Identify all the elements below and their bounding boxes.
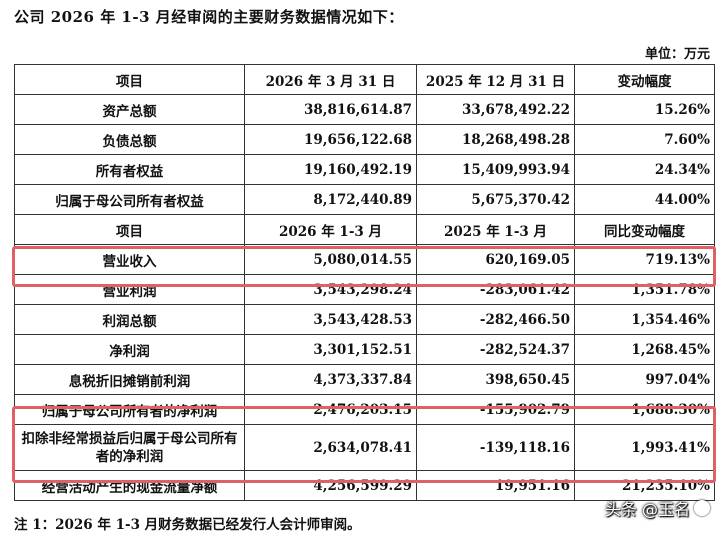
row-label: 资产总额 xyxy=(14,94,245,125)
value-change: 44.00% xyxy=(574,184,715,215)
page-heading: 公司 2026 年 1-3 月经审阅的主要财务数据情况如下： xyxy=(14,8,404,26)
header-change: 变动幅度 xyxy=(574,64,715,95)
value-change: 15.26% xyxy=(574,94,715,125)
table-row: 归属于母公司所有者的净利润 2,476,203.15 -155,902.79 1… xyxy=(14,394,715,425)
value-current: 19,160,492.19 xyxy=(244,154,417,185)
section2-header-row: 项目 2026 年 1-3 月 2025 年 1-3 月 同比变动幅度 xyxy=(14,214,715,245)
row-label: 经营活动产生的现金流量净额 xyxy=(14,470,245,501)
table-row: 息税折旧摊销前利润 4,373,337.84 398,650.45 997.04… xyxy=(14,364,715,395)
value-change: 1,268.45% xyxy=(574,334,715,365)
value-current: 8,172,440.89 xyxy=(244,184,417,215)
header-item: 项目 xyxy=(14,64,245,95)
value-current: 5,080,014.55 xyxy=(244,244,417,275)
value-change: 1,354.46% xyxy=(574,304,715,335)
row-label: 所有者权益 xyxy=(14,154,245,185)
value-prior: 33,678,492.22 xyxy=(416,94,575,125)
row-label: 利润总额 xyxy=(14,304,245,335)
table-row: 所有者权益 19,160,492.19 15,409,993.94 24.34% xyxy=(14,154,715,185)
table-row: 归属于母公司所有者权益 8,172,440.89 5,675,370.42 44… xyxy=(14,184,715,215)
header-period-2026: 2026 年 1-3 月 xyxy=(244,214,417,245)
value-change: 719.13% xyxy=(574,244,715,275)
value-current: 3,543,428.53 xyxy=(244,304,417,335)
value-current: 4,373,337.84 xyxy=(244,364,417,395)
footnote: 注 1：2026 年 1-3 月财务数据已经发行人会计师审阅。 xyxy=(14,517,361,533)
watermark: 头条 @玉名 xyxy=(605,496,710,520)
value-prior: 620,169.05 xyxy=(416,244,575,275)
value-current: 19,656,122.68 xyxy=(244,124,417,155)
table-row: 负债总额 19,656,122.68 18,268,498.28 7.60% xyxy=(14,124,715,155)
value-prior: -282,466.50 xyxy=(416,304,575,335)
table-row: 资产总额 38,816,614.87 33,678,492.22 15.26% xyxy=(14,94,715,125)
header-item: 项目 xyxy=(14,214,245,245)
header-yoy-change: 同比变动幅度 xyxy=(574,214,715,245)
table-row: 净利润 3,301,152.51 -282,524.37 1,268.45% xyxy=(14,334,715,365)
value-current: 3,301,152.51 xyxy=(244,334,417,365)
header-date-2025: 2025 年 12 月 31 日 xyxy=(416,64,575,95)
table-row: 利润总额 3,543,428.53 -282,466.50 1,354.46% xyxy=(14,304,715,335)
watermark-text: 头条 @玉名 xyxy=(604,500,690,519)
row-label: 负债总额 xyxy=(14,124,245,155)
header-date-2026: 2026 年 3 月 31 日 xyxy=(244,64,417,95)
row-label: 净利润 xyxy=(14,334,245,365)
value-prior: -282,524.37 xyxy=(416,334,575,365)
value-change: 24.34% xyxy=(574,154,715,185)
highlight-net-profit-rows xyxy=(12,406,716,483)
table-row: 营业收入 5,080,014.55 620,169.05 719.13% xyxy=(14,244,715,275)
table-row: 营业利润 3,543,298.24 -283,061.42 1,351.78% xyxy=(14,274,715,305)
value-change: 1,688.30% xyxy=(574,394,715,425)
value-prior: -139,118.16 xyxy=(416,424,575,471)
unit-label: 单位：万元 xyxy=(644,47,710,62)
table-row: 扣除非经常损益后归属于母公司所有者的净利润 2,634,078.41 -139,… xyxy=(14,424,715,471)
value-prior: 15,409,993.94 xyxy=(416,154,575,185)
value-change: 997.04% xyxy=(574,364,715,395)
value-prior: 5,675,370.42 xyxy=(416,184,575,215)
value-current: 3,543,298.24 xyxy=(244,274,417,305)
section1-header-row: 项目 2026 年 3 月 31 日 2025 年 12 月 31 日 变动幅度 xyxy=(14,64,715,95)
watermark-circle-icon xyxy=(694,500,710,516)
row-label: 息税折旧摊销前利润 xyxy=(14,364,245,395)
value-change: 21,235.10% xyxy=(574,470,715,501)
value-change: 7.60% xyxy=(574,124,715,155)
value-current: 38,816,614.87 xyxy=(244,94,417,125)
value-prior: -283,061.42 xyxy=(416,274,575,305)
header-period-2025: 2025 年 1-3 月 xyxy=(416,214,575,245)
value-prior: 398,650.45 xyxy=(416,364,575,395)
row-label: 归属于母公司所有者权益 xyxy=(14,184,245,215)
value-prior: 18,268,498.28 xyxy=(416,124,575,155)
highlight-revenue-row xyxy=(12,246,716,287)
row-label: 营业收入 xyxy=(14,244,245,275)
financial-data-table: 项目 2026 年 3 月 31 日 2025 年 12 月 31 日 变动幅度… xyxy=(14,64,715,501)
value-change: 1,993.41% xyxy=(574,424,715,471)
